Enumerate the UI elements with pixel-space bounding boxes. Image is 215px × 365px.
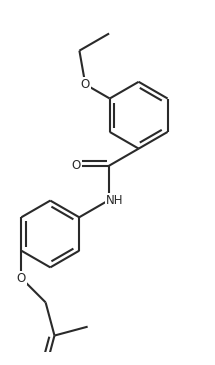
Text: O: O [72,159,81,172]
Text: O: O [81,78,90,91]
Text: O: O [17,272,26,285]
Text: NH: NH [106,193,123,207]
